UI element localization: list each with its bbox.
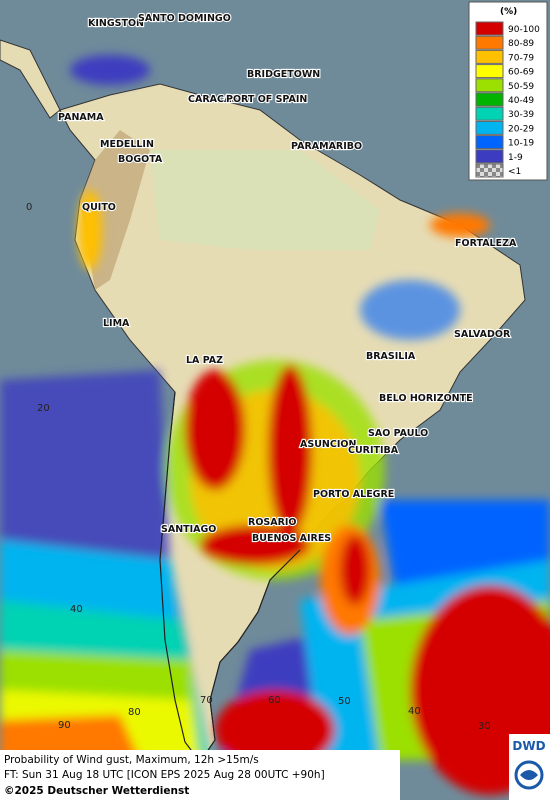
city: PARAMARIBO — [291, 141, 362, 152]
city: MEDELLIN — [100, 139, 154, 150]
legend-swatch — [475, 149, 504, 164]
grid-label: 40 — [70, 604, 83, 615]
legend-label: 50-59 — [508, 82, 534, 92]
wind-field — [0, 55, 550, 795]
legend-label: 30-39 — [508, 110, 534, 120]
city: BRASILIA — [366, 351, 416, 362]
logo-icon — [514, 760, 544, 790]
legend-swatch — [475, 163, 504, 178]
city: BOGOTA — [118, 154, 163, 165]
legend-label: 60-69 — [508, 68, 534, 78]
legend-label: <1 — [508, 167, 521, 177]
city: SANTIAGO — [161, 524, 216, 535]
legend-swatch — [475, 135, 504, 150]
amazon — [150, 150, 380, 250]
grid-label: 20 — [37, 403, 50, 414]
city: PORT OF SPAIN — [226, 94, 307, 105]
grid-label: 50 — [338, 696, 351, 707]
city: BUENOS AIRES — [252, 533, 331, 544]
grid-label: 80 — [128, 707, 141, 718]
city: SANTO DOMINGO — [138, 13, 231, 24]
footer-line: Probability of Wind gust, Maximum, 12h >… — [4, 754, 259, 766]
footer-box — [0, 750, 400, 800]
city: QUITO — [82, 202, 116, 213]
city: SAO PAULO — [368, 428, 428, 439]
legend-swatch — [475, 106, 504, 121]
city: ROSARIO — [248, 517, 297, 528]
city: BRIDGETOWN — [247, 69, 320, 80]
logo-swirl — [520, 770, 538, 780]
city: PANAMA — [58, 112, 104, 123]
footer-line: FT: Sun 31 Aug 18 UTC [ICON EPS 2025 Aug… — [4, 769, 325, 781]
legend-title: (%) — [500, 7, 517, 17]
city: KINGSTON — [88, 18, 144, 29]
city: SALVADOR — [454, 329, 511, 340]
legend-swatch — [475, 92, 504, 107]
logo: DWD — [512, 739, 545, 753]
legend-label: 20-29 — [508, 124, 534, 134]
legend-swatch — [475, 21, 504, 36]
legend-label: 1-9 — [508, 153, 523, 163]
legend-swatch — [475, 78, 504, 93]
city: FORTALEZA — [455, 238, 517, 249]
legend-swatch — [475, 35, 504, 50]
central-america — [0, 39, 61, 119]
legend-swatch — [475, 120, 504, 135]
city: CARACAS — [188, 94, 238, 105]
city: PORTO ALEGRE — [313, 489, 394, 500]
grid-label: 90 — [58, 720, 71, 731]
legend-swatch — [475, 64, 504, 79]
grid-label: 0 — [26, 202, 32, 213]
grid-label: 40 — [408, 706, 421, 717]
legend-label: 90-100 — [508, 25, 540, 35]
legend: (%) 90-100 80-89 70-79 60-69 50-59 40-49 30-39… — [468, 1, 548, 181]
legend-label: 80-89 — [508, 39, 534, 49]
city: LA PAZ — [186, 355, 223, 366]
legend-label: 10-19 — [508, 139, 534, 149]
grid-label: 70 — [200, 695, 213, 706]
grid-label: 60 — [268, 695, 281, 706]
city-labels: KINGSTON SANTO DOMINGO BRIDGETOWN CARACA… — [57, 12, 518, 545]
legend-swatch — [475, 49, 504, 64]
legend-label: 70-79 — [508, 53, 534, 63]
grid-label: 30 — [478, 721, 491, 732]
city: ASUNCION — [300, 439, 356, 450]
city: CURITIBA — [348, 445, 399, 456]
legend-label: 40-49 — [508, 96, 534, 106]
grid-labels: 0 20 40 90 80 70 60 50 40 30 — [26, 202, 491, 732]
copyright: ©2025 Deutscher Wetterdienst — [4, 785, 189, 797]
city: LIMA — [103, 318, 130, 329]
city: BELO HORIZONTE — [379, 393, 473, 404]
